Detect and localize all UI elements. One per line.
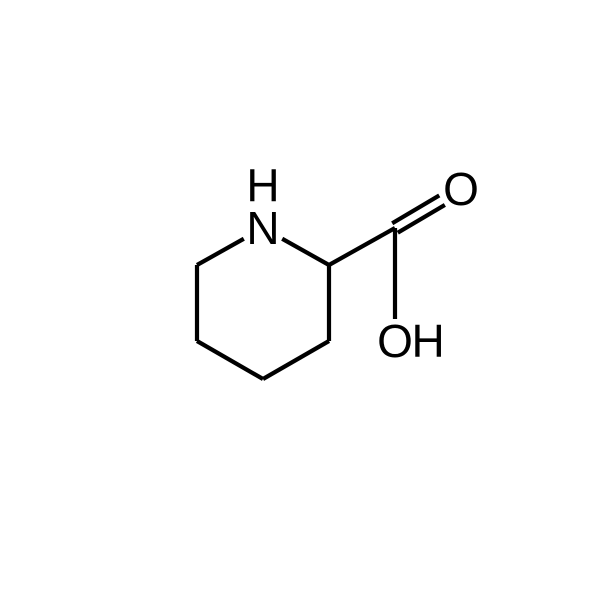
bond [392, 195, 439, 223]
bond [197, 239, 244, 265]
o-label: O [443, 163, 479, 215]
bond [398, 205, 445, 233]
bond [197, 341, 263, 379]
bond [263, 341, 329, 379]
bond [282, 239, 329, 265]
bond [329, 228, 395, 265]
labels-layer: HNOOH [246, 160, 479, 367]
nitrogen-label: N [246, 202, 279, 254]
chemical-structure-diagram: HNOOH [0, 0, 600, 600]
oxygen-label: O [377, 315, 413, 367]
hydroxyl-h-label: H [412, 315, 445, 367]
